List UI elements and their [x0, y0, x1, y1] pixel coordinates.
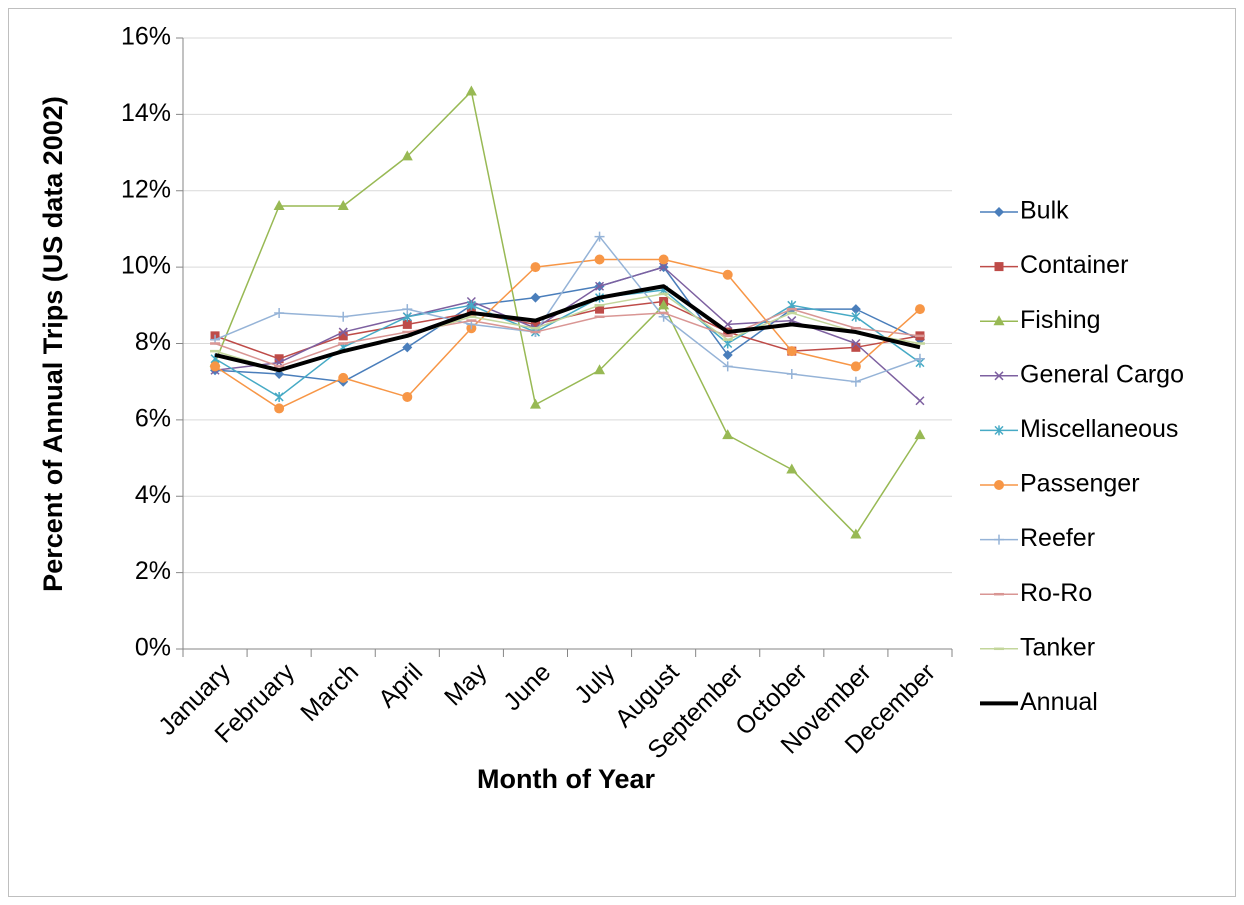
data-point	[722, 361, 733, 372]
data-point	[722, 429, 734, 440]
data-point	[914, 304, 925, 315]
data-point	[465, 85, 477, 96]
data-point	[402, 391, 413, 402]
data-point	[851, 338, 861, 349]
data-point	[594, 254, 605, 265]
data-point	[402, 319, 412, 329]
y-tick-label: 14%	[121, 99, 171, 127]
data-point	[915, 396, 925, 406]
data-point	[274, 391, 284, 402]
data-point	[914, 429, 926, 440]
data-point	[338, 372, 349, 383]
data-point	[722, 269, 733, 280]
legend-marker	[994, 480, 1004, 490]
y-tick-label: 8%	[135, 328, 171, 356]
data-point	[594, 364, 606, 375]
data-point	[402, 342, 413, 353]
data-point	[338, 331, 348, 341]
legend-label: Container	[1020, 251, 1128, 279]
y-tick-label: 6%	[135, 404, 171, 432]
data-point	[850, 376, 861, 387]
data-point	[338, 327, 348, 337]
data-point	[530, 292, 541, 303]
data-point	[723, 319, 733, 329]
legend-label: Miscellaneous	[1020, 415, 1178, 443]
data-point	[786, 463, 798, 474]
legend-marker	[994, 425, 1004, 436]
data-point	[402, 304, 413, 315]
data-point	[786, 346, 797, 357]
series-line	[214, 258, 921, 410]
legend-marker	[994, 262, 1004, 272]
data-point	[530, 262, 541, 273]
data-point	[595, 304, 605, 314]
y-tick-label: 4%	[135, 481, 171, 509]
legend-label: Bulk	[1020, 197, 1069, 225]
legend-label: Annual	[1020, 688, 1098, 716]
legend-label: Fishing	[1020, 306, 1101, 334]
data-point	[722, 349, 733, 360]
data-point	[594, 231, 605, 242]
y-tick-label: 10%	[121, 252, 171, 280]
legend-label: Tanker	[1020, 633, 1095, 661]
data-point	[210, 361, 221, 372]
y-tick-label: 2%	[135, 557, 171, 585]
legend-marker	[993, 315, 1005, 326]
data-point	[914, 353, 925, 364]
data-point	[659, 262, 669, 272]
legend-marker	[994, 534, 1004, 545]
series-line	[214, 90, 921, 536]
legend-marker	[994, 207, 1004, 217]
data-point	[337, 200, 349, 211]
data-point	[338, 311, 349, 322]
data-point	[595, 281, 605, 291]
legend-label: Reefer	[1020, 524, 1095, 552]
y-tick-label: 16%	[121, 23, 171, 51]
legend-label: Ro-Ro	[1020, 579, 1092, 607]
y-tick-label: 0%	[135, 634, 171, 662]
chart-border	[8, 8, 1236, 897]
data-point	[786, 369, 797, 380]
data-point	[401, 150, 413, 161]
y-axis-title: Percent of Annual Trips (US data 2002)	[38, 96, 68, 592]
data-point	[851, 311, 861, 322]
legend-label: General Cargo	[1020, 360, 1184, 388]
series-line	[214, 266, 921, 383]
data-point	[851, 342, 861, 352]
data-point	[273, 200, 285, 211]
series-line	[214, 235, 921, 383]
x-axis-title: Month of Year	[477, 764, 656, 794]
series-line	[214, 308, 921, 368]
data-point	[658, 299, 670, 310]
data-point	[530, 319, 540, 329]
data-point	[274, 307, 285, 318]
data-point	[274, 403, 285, 414]
data-point	[529, 398, 541, 409]
legend-label: Passenger	[1020, 470, 1140, 498]
data-point	[850, 361, 861, 372]
y-tick-label: 12%	[121, 175, 171, 203]
data-point	[466, 300, 476, 311]
series-line	[214, 284, 921, 373]
data-point	[274, 354, 284, 364]
data-point	[850, 304, 861, 315]
legend-marker	[994, 371, 1004, 381]
data-point	[850, 528, 862, 539]
data-point	[658, 254, 669, 265]
